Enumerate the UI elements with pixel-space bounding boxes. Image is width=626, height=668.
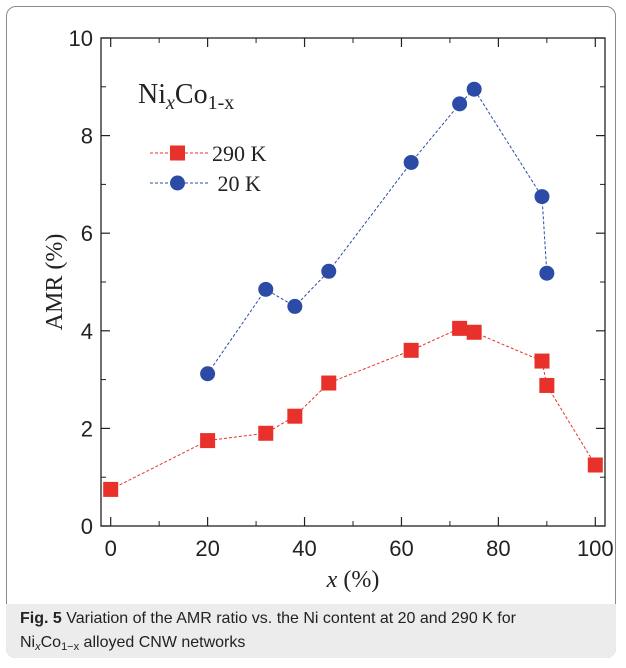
legend-marker-290k <box>170 145 185 161</box>
x-tick-label: 80 <box>486 536 510 561</box>
point-20k <box>403 154 419 170</box>
caption-line-2: NixCo1−x alloyed CNW networks <box>20 631 604 659</box>
legend-marker-20k <box>170 175 185 191</box>
point-290k <box>258 425 274 441</box>
inset-label: NixCo1-x <box>138 79 234 114</box>
point-20k <box>452 96 468 112</box>
inset-1minusx-sub: 1-x <box>208 92 235 114</box>
legend-label-290k: 290 K <box>212 141 267 166</box>
caption-text-1: Variation of the AMR ratio vs. the Ni co… <box>61 610 516 627</box>
tick-marks <box>101 37 605 527</box>
x-tick-label: 60 <box>389 536 413 561</box>
point-290k <box>539 377 555 393</box>
x-tick-label: 0 <box>105 536 117 561</box>
point-290k <box>534 353 550 369</box>
x-axis-var: x <box>326 567 338 593</box>
point-290k <box>452 320 468 336</box>
plot-area <box>100 37 606 527</box>
x-tick-label: 100 <box>577 536 614 561</box>
point-290k <box>103 481 119 497</box>
caption-text-2: alloyed CNW networks <box>79 634 246 651</box>
caption-fig-label: Fig. 5 <box>20 610 62 627</box>
y-tick-label: 8 <box>81 124 93 149</box>
caption-co: Co <box>40 634 62 651</box>
series-line-1 <box>207 88 548 375</box>
y-tick-label: 10 <box>69 26 93 51</box>
x-axis-title: x (%) <box>326 567 380 593</box>
point-290k <box>200 433 216 449</box>
point-290k <box>287 408 303 424</box>
x-axis-unit: (%) <box>337 567 379 593</box>
y-tick-label: 4 <box>81 319 93 344</box>
figure-caption: Fig. 5 Variation of the AMR ratio vs. th… <box>6 604 616 658</box>
point-20k <box>200 366 216 382</box>
point-290k <box>587 457 603 473</box>
inset-ni: Ni <box>138 79 166 110</box>
x-tick-label: 20 <box>195 536 219 561</box>
point-20k <box>321 263 337 279</box>
point-20k <box>534 189 550 205</box>
point-290k <box>321 375 337 391</box>
point-290k <box>403 342 419 358</box>
caption-ni: Ni <box>20 634 36 651</box>
point-20k <box>258 281 274 297</box>
axes-box <box>100 37 606 527</box>
caption-x-sub: x <box>35 641 41 653</box>
x-tick-label: 40 <box>292 536 316 561</box>
inset-co: Co <box>175 79 208 110</box>
series-layer <box>103 81 603 497</box>
point-20k <box>287 298 303 314</box>
y-axis-title: AMR (%) <box>42 234 68 331</box>
caption-line-1: Fig. 5 Variation of the AMR ratio vs. th… <box>20 607 604 631</box>
point-20k <box>539 265 555 281</box>
point-20k <box>466 81 482 97</box>
series-line-0 <box>110 327 596 490</box>
legend: 290 K 20 K <box>150 141 267 196</box>
y-tick-label: 0 <box>81 514 93 539</box>
inset-x-sub: x <box>165 92 175 114</box>
y-tick-label: 6 <box>81 221 93 246</box>
tick-labels: 0 20 40 60 80 100 0 2 4 6 8 10 <box>69 26 614 561</box>
caption-1minusx-sub: 1−x <box>61 641 80 653</box>
figure-frame <box>6 6 616 658</box>
point-290k <box>466 324 482 340</box>
legend-label-20k: 20 K <box>212 171 261 196</box>
y-tick-label: 2 <box>81 416 93 441</box>
